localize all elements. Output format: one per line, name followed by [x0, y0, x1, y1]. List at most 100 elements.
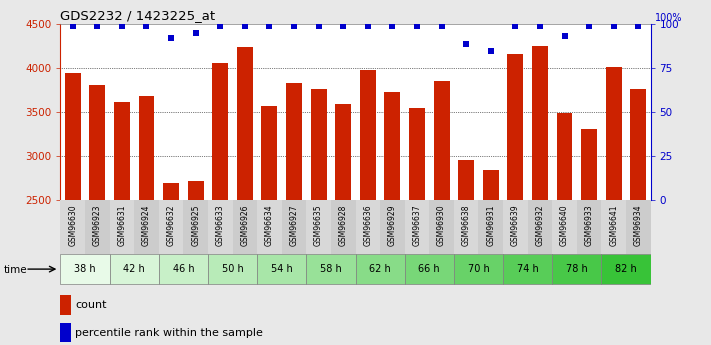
Bar: [311, 89, 326, 345]
Bar: [85, 200, 109, 254]
Bar: [483, 170, 498, 345]
Bar: [237, 47, 253, 345]
Text: GSM96924: GSM96924: [142, 204, 151, 246]
Bar: [282, 200, 306, 254]
Bar: [434, 81, 449, 345]
Text: GSM96632: GSM96632: [166, 204, 176, 246]
Text: GSM96641: GSM96641: [609, 204, 618, 246]
Bar: [528, 200, 552, 254]
Bar: [208, 200, 232, 254]
Text: count: count: [75, 300, 107, 310]
Text: GSM96631: GSM96631: [117, 204, 127, 246]
Bar: [606, 67, 621, 345]
Bar: [532, 46, 548, 345]
Bar: [508, 54, 523, 345]
Text: GSM96638: GSM96638: [461, 204, 471, 246]
Text: percentile rank within the sample: percentile rank within the sample: [75, 328, 263, 338]
Text: 70 h: 70 h: [468, 264, 489, 274]
Bar: [213, 63, 228, 345]
Text: 38 h: 38 h: [74, 264, 96, 274]
Text: GSM96633: GSM96633: [215, 204, 225, 246]
Text: GSM96635: GSM96635: [314, 204, 323, 246]
Text: GSM96927: GSM96927: [289, 204, 299, 246]
Bar: [257, 200, 282, 254]
Text: 82 h: 82 h: [615, 264, 637, 274]
Text: 50 h: 50 h: [222, 264, 243, 274]
Bar: [503, 200, 528, 254]
Bar: [286, 83, 302, 345]
Text: 74 h: 74 h: [517, 264, 538, 274]
Bar: [335, 104, 351, 345]
Text: GSM96934: GSM96934: [634, 204, 643, 246]
Text: 54 h: 54 h: [271, 264, 293, 274]
Bar: [577, 200, 602, 254]
Bar: [60, 200, 85, 254]
Text: 78 h: 78 h: [566, 264, 588, 274]
Bar: [208, 254, 257, 284]
Text: GSM96630: GSM96630: [68, 204, 77, 246]
Bar: [232, 200, 257, 254]
Bar: [602, 254, 651, 284]
Text: 100%: 100%: [655, 13, 683, 23]
Bar: [90, 85, 105, 345]
Text: GSM96925: GSM96925: [191, 204, 201, 246]
Bar: [454, 200, 479, 254]
Bar: [405, 200, 429, 254]
Bar: [557, 113, 572, 345]
Bar: [65, 72, 81, 345]
Bar: [257, 254, 306, 284]
Text: GSM96639: GSM96639: [510, 204, 520, 246]
Bar: [552, 200, 577, 254]
Bar: [60, 254, 109, 284]
Text: GSM96932: GSM96932: [535, 204, 545, 246]
Bar: [134, 200, 159, 254]
Bar: [114, 102, 130, 345]
Bar: [331, 200, 356, 254]
Bar: [159, 254, 208, 284]
Bar: [109, 200, 134, 254]
Bar: [454, 254, 503, 284]
Text: GSM96640: GSM96640: [560, 204, 569, 246]
Bar: [188, 181, 203, 345]
Bar: [306, 200, 331, 254]
Text: GSM96928: GSM96928: [338, 204, 348, 246]
Text: 66 h: 66 h: [419, 264, 440, 274]
Text: GSM96926: GSM96926: [240, 204, 250, 246]
Bar: [356, 200, 380, 254]
Bar: [159, 200, 183, 254]
Bar: [262, 106, 277, 345]
Text: time: time: [4, 265, 27, 275]
Text: GSM96929: GSM96929: [388, 204, 397, 246]
Bar: [356, 254, 405, 284]
Bar: [409, 108, 425, 345]
Bar: [479, 200, 503, 254]
Bar: [581, 129, 597, 345]
Text: 42 h: 42 h: [123, 264, 145, 274]
Text: GSM96923: GSM96923: [93, 204, 102, 246]
Bar: [183, 200, 208, 254]
Bar: [163, 184, 179, 345]
Bar: [602, 200, 626, 254]
Text: GSM96636: GSM96636: [363, 204, 373, 246]
Bar: [552, 254, 602, 284]
Bar: [109, 254, 159, 284]
Text: GSM96637: GSM96637: [412, 204, 422, 246]
Bar: [60, 295, 71, 315]
Bar: [429, 200, 454, 254]
Bar: [380, 200, 405, 254]
Bar: [139, 96, 154, 345]
Bar: [306, 254, 356, 284]
Text: 58 h: 58 h: [320, 264, 342, 274]
Text: GSM96930: GSM96930: [437, 204, 446, 246]
Bar: [503, 254, 552, 284]
Bar: [630, 89, 646, 345]
Text: GDS2232 / 1423225_at: GDS2232 / 1423225_at: [60, 9, 215, 22]
Text: 46 h: 46 h: [173, 264, 194, 274]
Bar: [626, 200, 651, 254]
Bar: [360, 70, 376, 345]
Text: GSM96931: GSM96931: [486, 204, 496, 246]
Bar: [385, 92, 400, 345]
Text: GSM96933: GSM96933: [584, 204, 594, 246]
Bar: [458, 160, 474, 345]
Bar: [405, 254, 454, 284]
